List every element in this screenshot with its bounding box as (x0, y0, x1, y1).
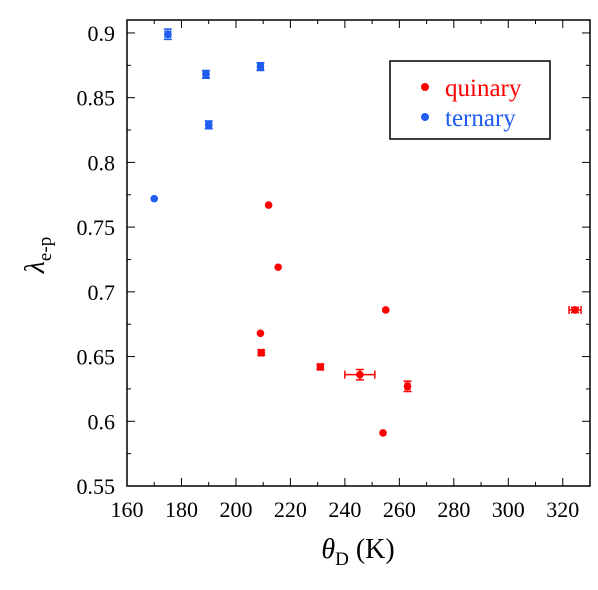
x-tick-label: 180 (165, 497, 198, 522)
x-tick-label: 160 (111, 497, 144, 522)
svg-text:λe-p: λe-p (20, 237, 56, 274)
y-tick-label: 0.85 (77, 86, 116, 111)
x-tick-label: 240 (328, 497, 361, 522)
y-tick-label: 0.65 (77, 345, 116, 370)
y-tick-label: 0.75 (77, 215, 116, 240)
y-tick-label: 0.9 (88, 21, 116, 46)
y-tick-label: 0.8 (88, 150, 116, 175)
y-tick-label: 0.55 (77, 474, 116, 499)
data-point-ternary (202, 70, 210, 79)
x-tick-label: 320 (546, 497, 579, 522)
data-point-quinary (256, 329, 265, 338)
x-tick-label: 200 (219, 497, 252, 522)
x-tick-label: 220 (274, 497, 307, 522)
y-axis-subscript: e-p (35, 237, 56, 261)
legend-marker-quinary (421, 83, 429, 91)
data-point-quinary (264, 201, 273, 209)
x-axis-title: θD (K) (321, 534, 394, 570)
data-point-quinary (381, 306, 390, 314)
data-point-quinary (316, 363, 325, 371)
legend-label-ternary: ternary (445, 105, 516, 132)
data-point-quinary (274, 263, 282, 272)
legend-box (389, 60, 551, 140)
axes: 160 180 200 220 240 260 280 300 320 0.55 0.6 0.65 0.… (77, 19, 591, 522)
y-tick-label: 0.6 (88, 409, 116, 434)
data-point-ternary (204, 121, 213, 129)
legend-label-quinary: quinary (445, 75, 522, 102)
x-tick-label: 300 (492, 497, 525, 522)
data-point-ternary (256, 62, 265, 71)
data-point-quinary (571, 306, 579, 314)
x-axis-unit: (K) (349, 534, 395, 565)
plot-frame (126, 19, 591, 487)
series-ternary (150, 28, 265, 203)
data-point-ternary (150, 194, 159, 203)
x-axis-subscript: D (335, 549, 349, 570)
legend-marker-ternary (421, 113, 429, 121)
x-tick-label: 260 (383, 497, 416, 522)
x-axis-symbol: θ (321, 534, 335, 565)
data-point-quinary (379, 429, 387, 437)
data-point-quinary (257, 348, 266, 357)
legend: quinary ternary (389, 60, 551, 140)
y-tick-label: 0.7 (88, 280, 116, 305)
y-axis-title: λe-p (20, 237, 56, 274)
y-axis-symbol: λ (20, 261, 51, 274)
data-marks (150, 28, 582, 437)
data-point-quinary (356, 370, 364, 379)
x-tick-label: 280 (437, 497, 470, 522)
data-point-ternary (164, 30, 172, 39)
series-quinary (256, 201, 582, 437)
data-point-quinary (403, 382, 412, 391)
